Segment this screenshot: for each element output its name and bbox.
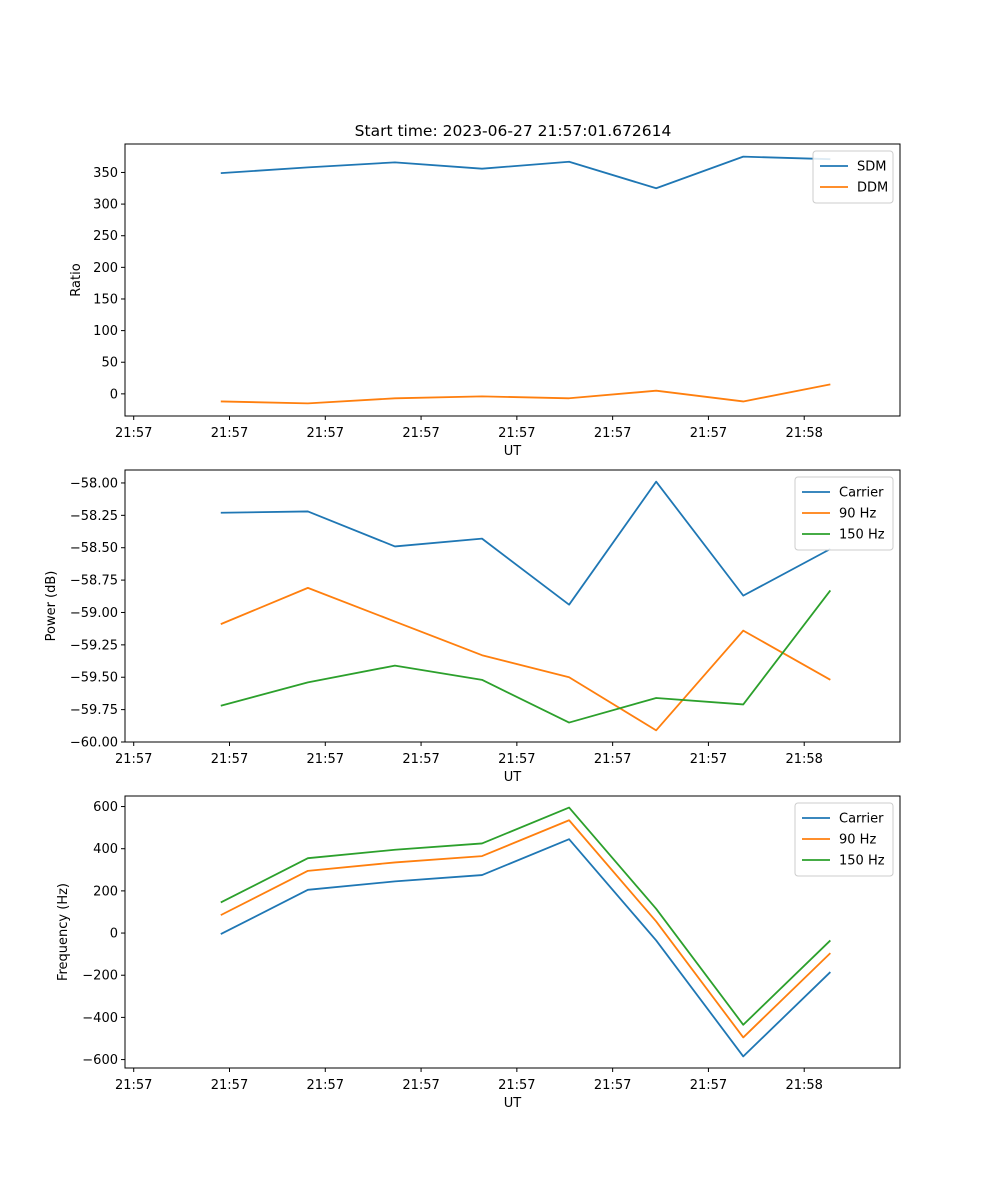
x-axis-label: UT [504, 770, 522, 785]
y-tick-label: 250 [93, 229, 118, 244]
x-tick-label: 21:57 [594, 1078, 631, 1093]
y-tick-label: 350 [93, 166, 118, 181]
y-tick-label: −58.00 [70, 476, 118, 491]
legend-label: 90 Hz [839, 507, 876, 522]
x-tick-label: 21:57 [211, 426, 248, 441]
series-line-90-hz [220, 819, 831, 1039]
legend: Carrier 90 Hz 150 Hz [794, 802, 894, 877]
x-tick-label: 21:57 [690, 1078, 727, 1093]
y-tick-label: 200 [93, 261, 118, 276]
x-tick-label: 21:57 [594, 426, 631, 441]
series-line-carrier [220, 838, 831, 1058]
y-tick-label: −59.75 [70, 703, 118, 718]
panel-1: 21:57 21:57 21:57 21:57 21:57 21:57 21:57 21:58… [69, 143, 901, 459]
legend-box [812, 150, 894, 204]
x-tick-label: 21:57 [498, 1078, 535, 1093]
x-tick-label: 21:57 [594, 752, 631, 767]
y-tick-label: 100 [93, 324, 118, 339]
y-tick-label: 600 [93, 800, 118, 815]
x-tick-label: 21:57 [211, 1078, 248, 1093]
legend: Carrier 90 Hz 150 Hz [794, 476, 894, 551]
x-tick-label: 21:57 [307, 752, 344, 767]
y-tick-label: −59.25 [70, 638, 118, 653]
x-tick-label: 21:57 [115, 1078, 152, 1093]
axes-frame [124, 143, 901, 417]
series-line-carrier [220, 480, 831, 606]
y-tick-label: −58.25 [70, 509, 118, 524]
legend-box [794, 476, 894, 551]
figure-title: Start time: 2023-06-27 21:57:01.672614 [355, 122, 672, 140]
panel-3: 21:57 21:57 21:57 21:57 21:57 21:57 21:57 21:58… [56, 795, 901, 1111]
y-tick-label: 0 [110, 387, 118, 402]
x-tick-label: 21:58 [785, 752, 822, 767]
legend-box [794, 802, 894, 877]
legend: SDM DDM [812, 150, 894, 204]
y-tick-label: −600 [82, 1053, 118, 1068]
x-tick-label: 21:57 [211, 752, 248, 767]
legend-label: DDM [857, 181, 888, 196]
series-line-150-hz [220, 589, 832, 724]
x-tick-label: 21:58 [785, 426, 822, 441]
y-tick-label: 400 [93, 842, 118, 857]
series-line-90-hz [220, 586, 831, 732]
legend-label: SDM [857, 160, 886, 175]
x-tick-label: 21:57 [307, 426, 344, 441]
x-tick-label: 21:58 [785, 1078, 822, 1093]
x-tick-label: 21:57 [402, 1078, 439, 1093]
y-axis-label: Frequency (Hz) [56, 883, 71, 981]
x-tick-label: 21:57 [115, 426, 152, 441]
y-axis-label: Ratio [69, 263, 84, 296]
legend-label: 150 Hz [839, 854, 885, 869]
legend-label: 90 Hz [839, 833, 876, 848]
y-tick-label: −58.75 [70, 574, 118, 589]
y-tick-label: −58.50 [70, 541, 118, 556]
x-tick-label: 21:57 [402, 752, 439, 767]
y-tick-label: −400 [82, 1011, 118, 1026]
panels: 21:57 21:57 21:57 21:57 21:57 21:57 21:57 21:58… [44, 143, 901, 1111]
series-line-150-hz [220, 806, 831, 1026]
x-tick-label: 21:57 [690, 426, 727, 441]
x-axis-label: UT [504, 1096, 522, 1111]
panel-2: 21:57 21:57 21:57 21:57 21:57 21:57 21:57 21:58… [44, 469, 901, 785]
series-line-sdm [220, 155, 831, 190]
legend-label: Carrier [839, 486, 884, 501]
axes-frame [124, 469, 901, 743]
x-tick-label: 21:57 [115, 752, 152, 767]
y-axis-label: Power (dB) [44, 571, 59, 642]
x-tick-label: 21:57 [307, 1078, 344, 1093]
x-tick-label: 21:57 [690, 752, 727, 767]
x-tick-label: 21:57 [498, 426, 535, 441]
x-tick-label: 21:57 [402, 426, 439, 441]
y-tick-label: 50 [101, 356, 118, 371]
y-tick-label: −59.50 [70, 671, 118, 686]
x-axis-label: UT [504, 444, 522, 459]
x-tick-label: 21:57 [498, 752, 535, 767]
y-tick-label: 300 [93, 198, 118, 213]
series-line-ddm [220, 383, 831, 405]
y-tick-label: 0 [110, 927, 118, 942]
y-tick-label: −59.00 [70, 606, 118, 621]
y-tick-label: −60.00 [70, 736, 118, 751]
y-tick-label: 200 [93, 884, 118, 899]
y-tick-label: 150 [93, 292, 118, 307]
legend-label: Carrier [839, 812, 884, 827]
legend-label: 150 Hz [839, 528, 885, 543]
y-tick-label: −200 [82, 969, 118, 984]
axes-frame [124, 795, 901, 1069]
